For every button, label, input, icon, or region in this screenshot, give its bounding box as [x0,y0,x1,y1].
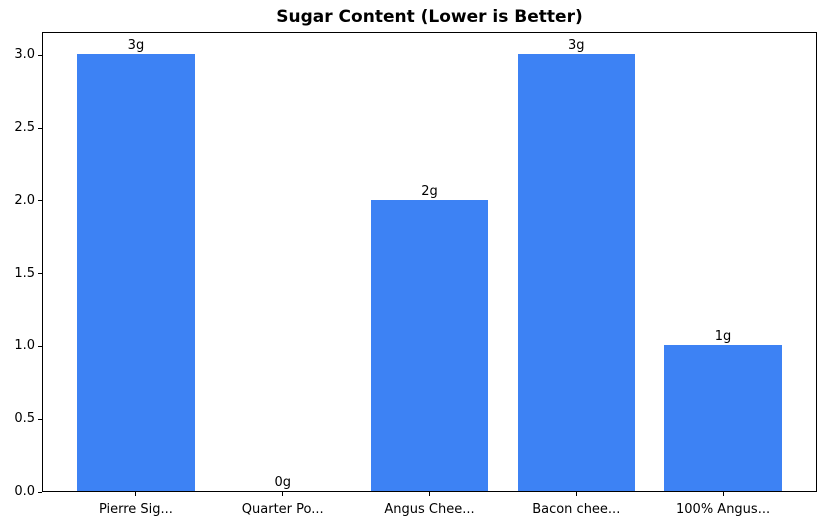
y-tick-mark [38,200,42,202]
bar-value-label: 3g [568,38,585,54]
y-tick-mark [38,491,42,493]
x-tick-mark [429,492,430,496]
bar-value-label: 3g [127,38,145,54]
y-tick-label: 0.5 [14,411,35,427]
x-tick-label: Pierre Sig... [98,502,173,517]
x-tick-label: 100% Angus... [676,502,771,517]
y-tick-mark [38,273,42,275]
y-tick-mark [38,54,42,56]
x-tick-mark [135,492,137,496]
bar-value-label: 0g [274,475,291,490]
y-tick-label: 2.5 [14,120,35,136]
x-tick-label: Quarter Po... [241,502,324,517]
x-tick-label: Angus Chee... [384,502,475,517]
plot-area [42,32,817,492]
y-tick-label: 3.0 [14,47,35,63]
bar-value-label: 2g [421,183,438,199]
y-tick-mark [38,127,42,129]
y-tick-label: 2.0 [14,192,35,208]
y-tick-mark [38,418,42,420]
bar [517,54,635,491]
x-tick-mark [575,492,577,496]
y-tick-label: 1.0 [14,338,35,354]
bar [370,199,489,491]
chart-title: Sugar Content (Lower is Better) [276,7,583,27]
bar [664,345,782,491]
y-tick-label: 0.0 [14,484,35,499]
y-tick-mark [38,345,42,347]
x-tick-label: Bacon chee... [532,502,621,517]
bar [77,54,195,491]
bar-value-label: 1g [714,329,732,345]
x-tick-mark [722,492,724,496]
x-tick-mark [282,492,284,496]
y-tick-label: 1.5 [14,265,35,281]
